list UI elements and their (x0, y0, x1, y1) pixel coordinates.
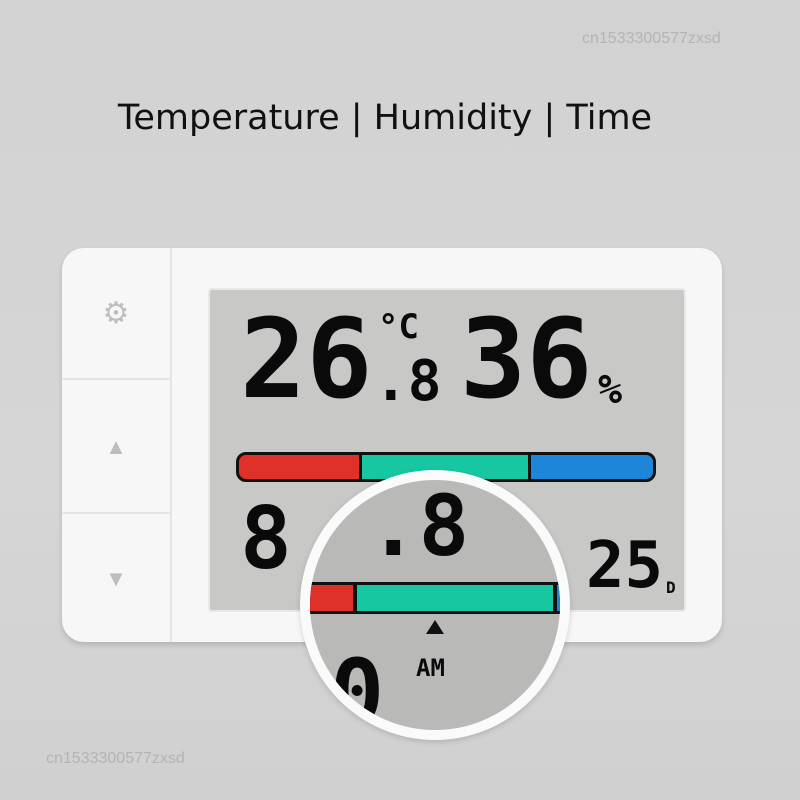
watermark: cn1533300577zxsd (582, 30, 721, 47)
humidity-unit: % (598, 367, 623, 413)
lower-left-value: 8 (240, 489, 292, 589)
temperature-unit: °C (378, 307, 419, 347)
down-triangle-icon: ▼ (105, 566, 127, 591)
button-column: ⚙ ▲ ▼ (62, 248, 172, 642)
comfort-bar-red (239, 455, 360, 479)
gear-icon: ⚙ (102, 296, 130, 330)
magnified-digits: .8 (368, 477, 470, 575)
temperature-decimal: .8 (374, 349, 442, 414)
indicator-triangle-icon (426, 620, 444, 634)
settings-button[interactable]: ⚙ (62, 248, 170, 378)
magnifier-circle: .8 AM 0 (300, 470, 570, 740)
comfort-bar-green (357, 585, 553, 611)
lower-right-unit: D (666, 578, 676, 597)
magnified-time-digit: 0 (330, 640, 385, 740)
comfort-bar-red (310, 585, 353, 611)
headline: Temperature | Humidity | Time (117, 98, 653, 138)
down-button[interactable]: ▼ (62, 512, 170, 644)
watermark: cn1533300577zxsd (46, 750, 185, 767)
temperature-value: 26 (240, 295, 373, 423)
thermo-hygrometer-device: ⚙ ▲ ▼ 26 °C .8 36 % 8 25 D (62, 248, 722, 642)
up-button[interactable]: ▲ (62, 378, 170, 514)
comfort-bar-blue (530, 455, 653, 479)
lower-right-value: 25 (586, 529, 664, 603)
am-label: AM (416, 654, 445, 682)
humidity-value: 36 (460, 295, 593, 423)
comfort-bar-blue (557, 585, 560, 611)
up-triangle-icon: ▲ (105, 434, 127, 459)
magnified-comfort-bar (310, 582, 560, 614)
